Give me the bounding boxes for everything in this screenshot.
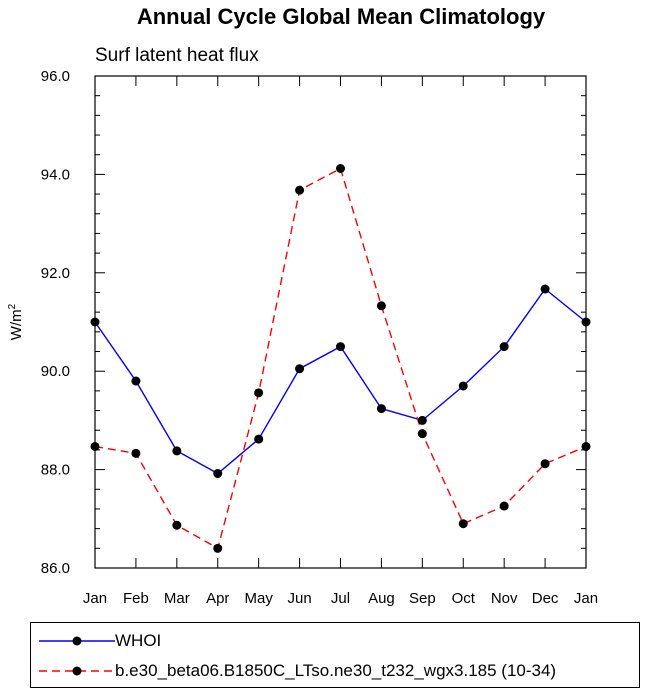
series-1-point: [336, 342, 345, 352]
x-tick-label: Nov: [491, 590, 518, 607]
series-1-point: [417, 415, 427, 425]
series-1-point: [499, 342, 509, 352]
y-axis-title: W/m2: [7, 303, 25, 340]
x-tick-label: Dec: [532, 590, 559, 607]
y-tick-label: 92.0: [41, 265, 70, 282]
legend: WHOI b.e30_beta06.B1850C_LTso.ne30_t232_…: [30, 622, 640, 688]
series-1-point: [376, 404, 386, 414]
legend-key-1: [39, 636, 115, 646]
x-tick-label: Jan: [83, 590, 107, 607]
series-line-2: [94, 167, 587, 550]
legend-key-2: [39, 666, 115, 676]
legend-label-2: b.e30_beta06.B1850C_LTso.ne30_t232_wgx3.…: [115, 661, 557, 680]
legend-entry-2: b.e30_beta06.B1850C_LTso.ne30_t232_wgx3.…: [31, 656, 556, 686]
series-2-point: [540, 459, 550, 469]
x-tick-label: Apr: [206, 590, 229, 607]
chart-subtitle: Surf latent heat flux: [95, 45, 259, 66]
series-1-point: [90, 317, 100, 327]
series-line-1: [94, 287, 587, 475]
series-2-point: [417, 429, 427, 439]
y-tick-label: 90.0: [41, 363, 70, 380]
plot-frame: [94, 75, 587, 569]
series-1-point: [213, 469, 223, 479]
ticks-layer: Jan Feb Mar Apr May Jun Jul Aug Sep Oct Nov Dec Jan 8…: [41, 68, 598, 607]
series-1-point: [172, 446, 182, 456]
x-tick-label: Mar: [164, 590, 190, 607]
series-2-point: [131, 448, 141, 458]
series-2-point: [499, 501, 509, 511]
x-tick-label: Aug: [368, 590, 395, 607]
x-tick-label: Oct: [452, 590, 476, 607]
series-1-point: [254, 434, 264, 444]
y-tick-label: 96.0: [41, 68, 70, 85]
series-2-point: [458, 519, 468, 529]
chart-title: Annual Cycle Global Mean Climatology: [137, 4, 546, 29]
x-tick-label: Sep: [409, 590, 436, 607]
svg-text:W/m2: W/m2: [7, 303, 25, 340]
x-tick-label: May: [244, 590, 273, 607]
chart: Annual Cycle Global Mean Climatology Sur…: [7, 4, 598, 607]
series-2-point: [336, 163, 345, 173]
series-layer: [90, 163, 591, 553]
series-1-point: [458, 381, 468, 391]
series-1-point: [581, 317, 591, 327]
y-tick-label: 88.0: [41, 462, 70, 479]
x-tick-label: Feb: [123, 590, 149, 607]
x-tick-label: Jul: [331, 590, 350, 607]
y-tick-label: 94.0: [41, 166, 70, 183]
series-1-point: [295, 364, 305, 374]
legend-label-1: WHOI: [115, 631, 162, 650]
legend-entry-1: WHOI: [31, 626, 161, 656]
x-tick-label: Jun: [287, 590, 311, 607]
series-2-point: [254, 388, 264, 398]
y-tick-label: 86.0: [41, 560, 70, 577]
series-1-point: [540, 284, 550, 294]
series-2-point: [172, 520, 182, 530]
series-2-point: [295, 185, 305, 195]
series-2-point: [581, 441, 591, 451]
series-2-point: [376, 301, 386, 311]
series-1-point: [131, 376, 141, 386]
series-2-point: [90, 441, 100, 451]
x-tick-label: Jan: [574, 590, 598, 607]
series-2-point: [213, 543, 223, 553]
